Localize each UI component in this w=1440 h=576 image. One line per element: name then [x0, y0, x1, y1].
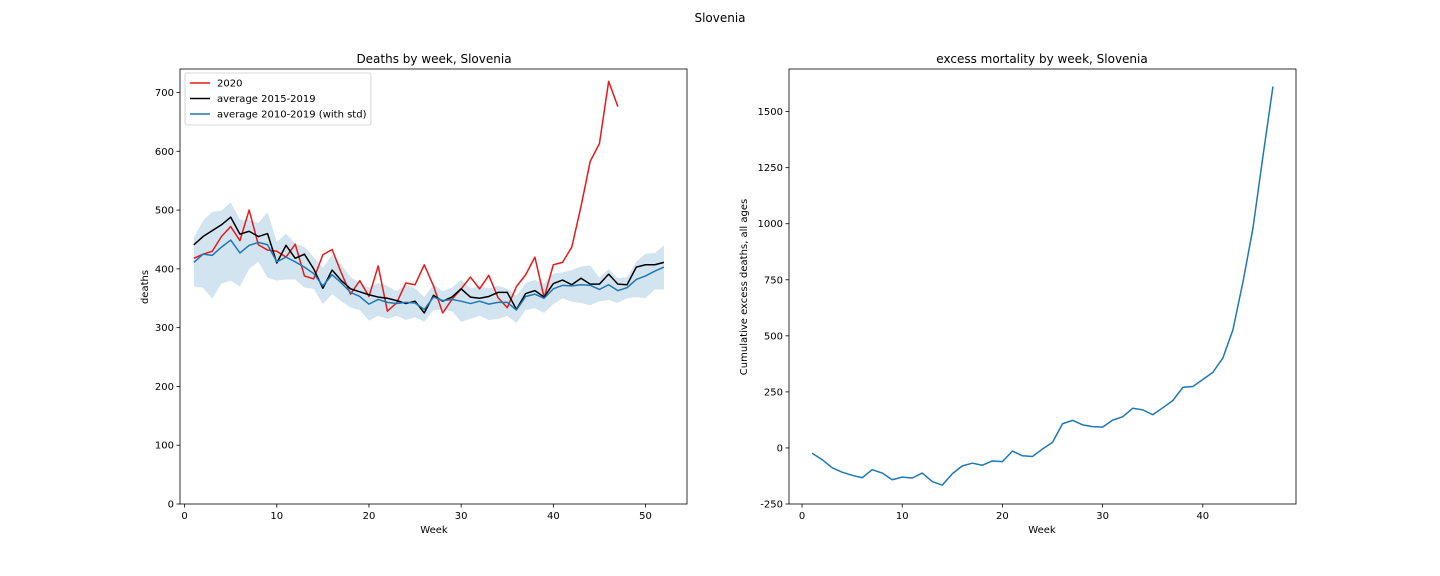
legend-label-2: average 2010-2019 (with std) [217, 110, 367, 121]
legend-box [184, 72, 372, 126]
series-line-2 [193, 239, 665, 311]
y-tick-label: 1250 [758, 163, 783, 174]
y-tick-label: 500 [155, 206, 174, 217]
y-tick-label: 1500 [758, 107, 783, 118]
left-chart: Deaths by week, Slovenia Week deaths 0 10… [140, 52, 688, 536]
right-chart-xlabel: Week [1028, 525, 1056, 536]
legend: 2020 average 2015-2019 average 2010-2019 (… [184, 72, 372, 126]
y-tick-label: 500 [764, 331, 783, 342]
y-tick-label: 700 [155, 88, 174, 99]
x-tick-label: 0 [799, 511, 805, 522]
series-line-0 [811, 86, 1274, 486]
y-tick-label: 750 [764, 275, 783, 286]
y-tick-label: 0 [168, 500, 174, 511]
x-tick-label: 40 [547, 511, 560, 522]
right-chart-title: excess mortality by week, Slovenia [936, 52, 1147, 66]
left-chart-ylabel: deaths [140, 270, 151, 304]
y-tick-label: 300 [155, 323, 174, 334]
y-tick-label: 600 [155, 147, 174, 158]
plot-frame [788, 68, 1297, 505]
left-plot-area: 0 10 20 30 40 5001002003004005006007002020ave… [155, 68, 688, 522]
y-tick-label: 250 [764, 387, 783, 398]
right-chart-ylabel: Cumulative excess deaths, all ages [739, 199, 750, 375]
legend-label-1: average 2015-2019 [217, 94, 316, 105]
x-tick-label: 50 [639, 511, 652, 522]
x-tick-label: 10 [270, 511, 283, 522]
y-tick-label: -250 [760, 500, 783, 511]
right-plot-area: 0 10 20 30 40 -250 0 250 500 750 1000 1250 1500 [758, 68, 1297, 522]
x-tick-label: 20 [996, 511, 1009, 522]
left-chart-title: Deaths by week, Slovenia [356, 52, 511, 66]
y-tick-label: 400 [155, 264, 174, 275]
y-tick-label: 200 [155, 382, 174, 393]
y-tick-label: 1000 [758, 219, 783, 230]
series-line-0 [193, 80, 619, 314]
left-chart-xlabel: Week [420, 525, 448, 536]
x-tick-label: 20 [363, 511, 376, 522]
x-tick-label: 40 [1196, 511, 1209, 522]
y-tick-label: 0 [777, 443, 783, 454]
figure-suptitle: Slovenia [694, 11, 745, 25]
plot-frame [179, 68, 688, 505]
y-tick-label: 100 [155, 441, 174, 452]
x-tick-label: 30 [1096, 511, 1109, 522]
x-tick-label: 30 [455, 511, 468, 522]
x-tick-label: 10 [896, 511, 909, 522]
legend-label-0: 2020 [217, 79, 242, 90]
right-chart: excess mortality by week, Slovenia Week … [739, 52, 1297, 536]
x-tick-label: 0 [181, 511, 187, 522]
